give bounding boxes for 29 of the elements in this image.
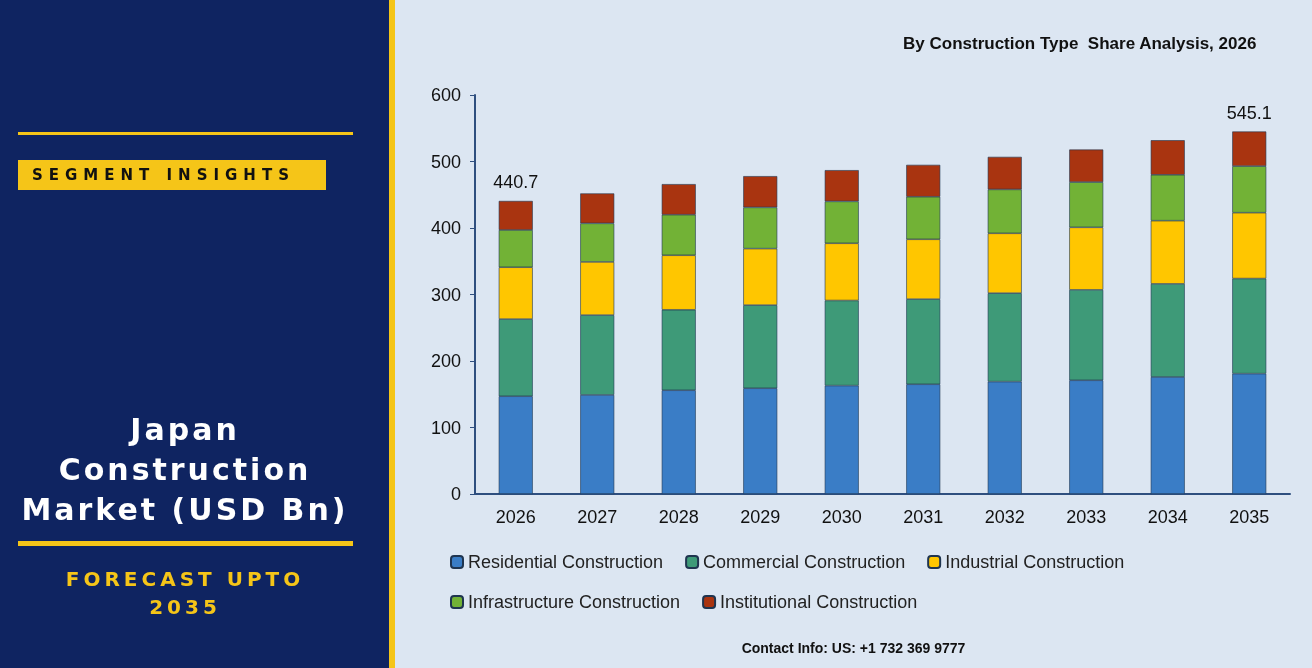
text: Contact Info: US: +1 732 369 9777	[740, 640, 967, 656]
y-tick-label: 500	[430, 151, 461, 172]
y-tick-label: 200	[430, 351, 461, 371]
x-tick-label: 2031	[903, 507, 944, 527]
x-tick-label: 2035	[1229, 507, 1270, 527]
y-tick-label: 400	[430, 218, 461, 238]
y-tick-label: 600	[430, 85, 461, 105]
text: FORECAST UPTO 2035	[64, 566, 306, 621]
total-label: 440.7	[493, 171, 539, 192]
x-tick-label: 2026	[495, 507, 536, 527]
x-tick-label: 2034	[1147, 507, 1188, 527]
y-tick-label: 100	[430, 417, 461, 438]
legend-label: Infrastructure Construction	[468, 592, 681, 612]
legend-label: Residential Construction	[468, 552, 664, 572]
x-tick-label: 2029	[740, 507, 781, 527]
legend-label: Industrial Construction	[945, 552, 1125, 572]
legend-label: Commercial Construction	[703, 552, 906, 572]
x-tick-label: 2033	[1066, 507, 1107, 527]
chart-subtitle: By Construction Type Share Analysis, 2026	[903, 34, 1257, 53]
y-tick-label: 0	[450, 484, 461, 504]
total-label: 545.1	[1226, 102, 1272, 123]
x-tick-label: 2028	[658, 507, 699, 527]
text: Japan Construction Market (USD Bn)	[20, 411, 350, 529]
text: SEGMENT INSIGHTS	[18, 160, 326, 190]
x-tick-label: 2032	[984, 507, 1025, 527]
legend-label: Institutional Construction	[720, 592, 918, 612]
y-tick-label: 300	[430, 284, 461, 305]
x-tick-label: 2027	[577, 507, 618, 527]
x-tick-label: 2030	[821, 507, 862, 527]
